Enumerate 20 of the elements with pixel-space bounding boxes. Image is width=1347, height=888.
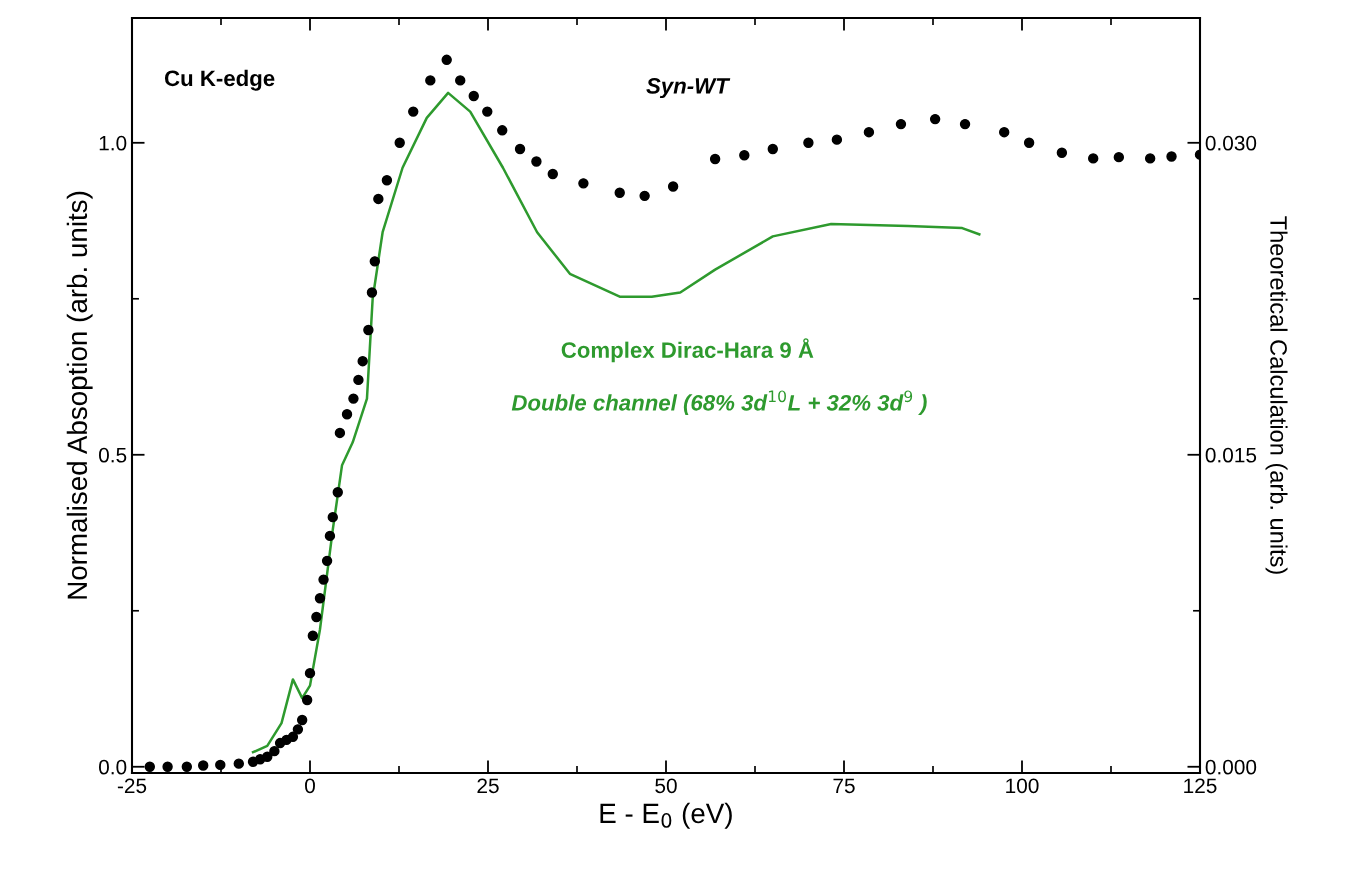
x-tick-label: 75 (833, 778, 855, 794)
x-tick-label: 25 (477, 778, 499, 794)
y2-tick-label: 0.015 (1205, 447, 1257, 463)
text: Syn-WT (646, 77, 731, 99)
text: Complex Dirac-Hara 9 Å (561, 338, 814, 363)
y-axis-title: Normalised Absoption (arb. units) (66, 191, 93, 599)
y-tick-label: 0.0 (98, 759, 127, 775)
x-axis-title: E - E$_{0}$ (eV) (600, 802, 732, 829)
x-tick-label: 0 (305, 778, 315, 794)
y2-axis-title: Theoretical Calculation (arb. units) (1265, 216, 1288, 574)
x-tick-label: 125 (1184, 778, 1217, 794)
x-tick-label: 50 (655, 778, 677, 794)
x-tick-label: 100 (1006, 778, 1039, 794)
y-tick-label: 0.5 (98, 447, 127, 463)
y2-tick-label: 0.000 (1205, 759, 1257, 775)
x-tick-label: -25 (117, 778, 147, 794)
y2-tick-label: 0.030 (1205, 135, 1257, 151)
annotation: Cu K-edge (164, 69, 275, 91)
y-tick-label: 1.0 (99, 135, 127, 151)
annotation: Double channel (68% 3d$^{10}$L + 32% 3d$^{9}$ ) (511, 390, 927, 416)
